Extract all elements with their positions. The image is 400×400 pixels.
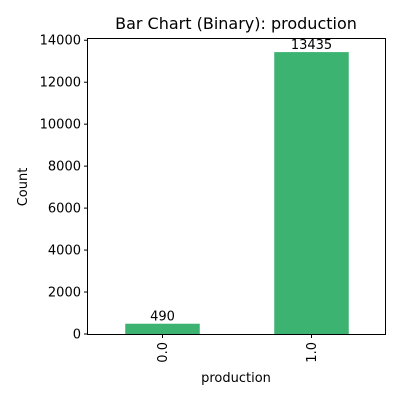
data-label: 490 <box>150 310 175 325</box>
y-axis: 0 2000 4000 6000 8000 10000 12000 14000 <box>40 34 88 343</box>
y-tick-label: 12000 <box>40 76 81 91</box>
plot-frame <box>87 38 386 335</box>
y-tick-label: 8000 <box>48 160 81 175</box>
y-axis-label: Count <box>16 168 31 207</box>
x-tick-label: 0.0 <box>156 342 171 363</box>
y-tick-label: 0 <box>73 328 81 343</box>
data-labels: 490 13435 <box>150 38 332 325</box>
x-axis: 0.0 1.0 <box>156 334 320 363</box>
y-tick-label: 2000 <box>48 286 81 301</box>
x-axis-label: production <box>201 371 271 386</box>
chart-title: Bar Chart (Binary): production <box>115 14 357 33</box>
x-tick-label: 1.0 <box>305 342 320 363</box>
data-label: 13435 <box>291 38 332 53</box>
y-tick-label: 14000 <box>40 34 81 49</box>
y-tick-label: 6000 <box>48 202 81 217</box>
y-tick-label: 10000 <box>40 118 81 133</box>
bar-1-0 <box>274 52 349 335</box>
bar-0-0 <box>125 323 200 334</box>
bar-series <box>125 52 349 335</box>
y-tick-label: 4000 <box>48 244 81 259</box>
